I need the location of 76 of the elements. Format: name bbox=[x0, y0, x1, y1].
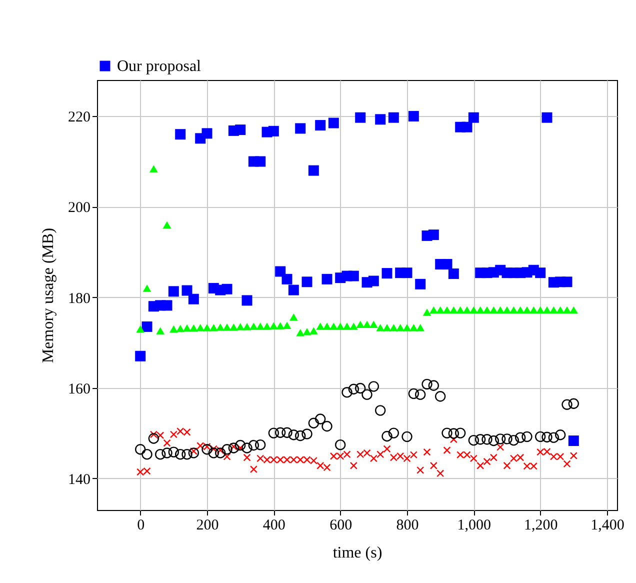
x-tick-label: 0 bbox=[137, 518, 145, 534]
point bbox=[354, 382, 366, 394]
x-tick-label: 1,400 bbox=[590, 518, 624, 534]
point bbox=[368, 381, 380, 392]
point bbox=[428, 380, 440, 391]
point bbox=[268, 428, 280, 438]
point bbox=[422, 378, 432, 390]
point bbox=[454, 428, 466, 438]
y-tick-label: 200 bbox=[68, 200, 90, 216]
point bbox=[308, 418, 320, 428]
y-tick-label: 180 bbox=[68, 290, 90, 307]
point bbox=[482, 434, 492, 445]
x-tick-label: 600 bbox=[330, 518, 352, 534]
point bbox=[542, 432, 552, 442]
point bbox=[434, 391, 446, 402]
point bbox=[214, 448, 226, 458]
x-tick-label: 200 bbox=[196, 518, 219, 534]
point bbox=[334, 439, 346, 450]
point bbox=[408, 388, 420, 400]
point bbox=[414, 389, 426, 400]
point bbox=[322, 420, 332, 432]
y-tick-label: 220 bbox=[68, 110, 90, 126]
point bbox=[348, 384, 360, 394]
point bbox=[362, 389, 372, 400]
point bbox=[142, 448, 152, 460]
point bbox=[288, 430, 300, 440]
point bbox=[202, 444, 212, 455]
y-tick-label: 160 bbox=[68, 381, 90, 398]
point bbox=[522, 431, 532, 442]
point bbox=[468, 434, 480, 446]
point bbox=[248, 440, 260, 451]
point bbox=[148, 433, 160, 444]
point bbox=[514, 432, 526, 443]
point bbox=[448, 428, 460, 439]
x-tick-label: 400 bbox=[262, 518, 286, 534]
x-tick-label: 800 bbox=[396, 518, 419, 534]
point bbox=[548, 432, 560, 443]
point bbox=[162, 448, 172, 458]
point bbox=[488, 435, 500, 446]
point bbox=[182, 448, 192, 460]
point bbox=[302, 428, 312, 440]
point bbox=[342, 386, 352, 398]
point bbox=[242, 442, 252, 454]
point bbox=[442, 428, 452, 438]
point bbox=[494, 434, 506, 444]
point bbox=[282, 427, 292, 438]
point bbox=[254, 439, 266, 450]
point bbox=[508, 434, 520, 446]
point bbox=[168, 446, 180, 458]
point bbox=[234, 440, 246, 451]
y-axis-title: Memory usage (MB) bbox=[40, 228, 57, 364]
point bbox=[154, 448, 166, 460]
legend-label: Our proposal bbox=[117, 58, 202, 75]
point bbox=[388, 428, 400, 438]
point bbox=[402, 431, 412, 442]
x-axis-title: time (s) bbox=[332, 544, 382, 562]
point bbox=[554, 430, 566, 440]
point bbox=[294, 430, 306, 442]
x-tick-label: 1,200 bbox=[524, 518, 558, 534]
point bbox=[374, 405, 386, 416]
point bbox=[208, 448, 220, 458]
point bbox=[134, 444, 146, 455]
point bbox=[382, 430, 392, 442]
point bbox=[568, 398, 580, 409]
point bbox=[222, 444, 232, 455]
point bbox=[188, 448, 200, 458]
point bbox=[562, 399, 572, 410]
point bbox=[174, 448, 186, 460]
point bbox=[274, 427, 286, 438]
point bbox=[314, 414, 326, 424]
point bbox=[474, 434, 486, 445]
point bbox=[502, 434, 512, 444]
y-tick-label: 140 bbox=[68, 472, 90, 488]
point bbox=[228, 442, 240, 454]
point bbox=[534, 431, 546, 442]
x-tick-label: 1,000 bbox=[457, 518, 492, 534]
